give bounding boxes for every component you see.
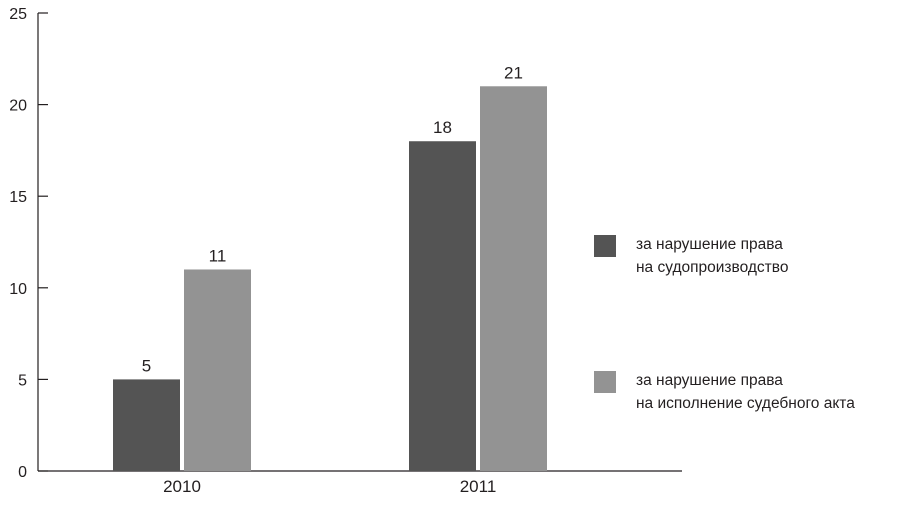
x-category-label: 2011 — [460, 477, 497, 496]
legend-label-line-1: за нарушение права — [636, 236, 783, 253]
data-label-2010-series-2: 11 — [209, 246, 227, 265]
legend-label-line-1: за нарушение права — [636, 372, 783, 389]
x-category-label: 2010 — [163, 477, 201, 496]
data-label-2010-series-1: 5 — [142, 356, 151, 375]
legend-label-line-2: на исполнение судебного акта — [636, 395, 855, 412]
bar-2010-series-1 — [113, 379, 180, 471]
legend-label-line-2: на судопроизводство — [636, 259, 789, 276]
legend-label-series-2: за нарушение права на исполнение судебно… — [636, 369, 855, 415]
data-label-2011-series-1: 18 — [433, 118, 452, 137]
data-label-2011-series-2: 21 — [504, 63, 523, 82]
y-tick-label: 10 — [9, 281, 27, 298]
chart-legend: за нарушение права на судопроизводство з… — [594, 233, 894, 505]
legend-swatch-series-1 — [594, 235, 616, 257]
y-tick-label: 5 — [18, 372, 27, 389]
bar-2011-series-2 — [480, 86, 547, 471]
y-tick-label: 0 — [18, 464, 27, 481]
y-tick-label: 25 — [9, 6, 27, 23]
y-tick-label: 20 — [9, 98, 27, 115]
legend-item-series-1: за нарушение права на судопроизводство — [594, 233, 894, 293]
bar-2010-series-2 — [184, 269, 251, 471]
legend-item-series-2: за нарушение права на исполнение судебно… — [594, 369, 894, 429]
bar-2011-series-1 — [409, 141, 476, 472]
legend-label-series-1: за нарушение права на судопроизводство — [636, 233, 788, 279]
legend-swatch-series-2 — [594, 371, 616, 393]
y-tick-label: 15 — [9, 189, 27, 206]
